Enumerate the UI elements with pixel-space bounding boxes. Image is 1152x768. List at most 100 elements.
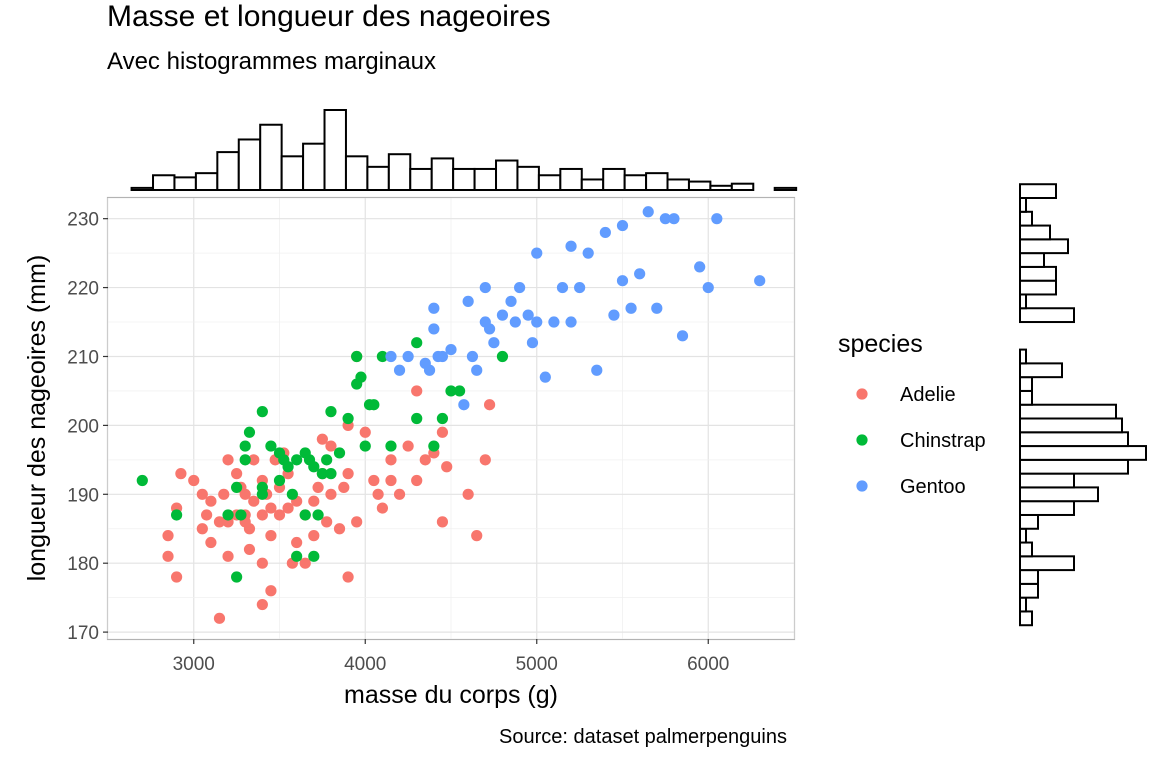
y-hist-bar xyxy=(1019,197,1027,213)
y-hist-bar xyxy=(1019,348,1027,365)
point-chinstrap xyxy=(291,454,303,466)
point-adelie xyxy=(222,454,234,466)
point-gentoo xyxy=(458,399,470,411)
y-hist-bar xyxy=(1019,389,1033,406)
point-chinstrap xyxy=(355,371,367,383)
point-chinstrap xyxy=(342,412,354,425)
point-adelie xyxy=(385,454,397,466)
x-hist-bar xyxy=(687,180,712,192)
point-adelie xyxy=(321,516,333,528)
point-gentoo xyxy=(702,281,714,294)
chart-title: Masse et longueur des nageoires xyxy=(107,0,551,33)
y-tick-label: 180 xyxy=(67,554,99,575)
point-adelie xyxy=(402,440,414,452)
point-chinstrap xyxy=(265,440,277,452)
point-adelie xyxy=(342,468,354,480)
x-hist-bar xyxy=(409,167,433,192)
y-marginal-histogram xyxy=(1019,183,1147,627)
series-gentoo xyxy=(385,206,766,411)
point-gentoo xyxy=(428,323,440,335)
x-hist-bar xyxy=(387,153,412,191)
point-adelie xyxy=(218,488,230,500)
point-chinstrap xyxy=(308,461,320,473)
point-chinstrap xyxy=(496,350,509,363)
point-chinstrap xyxy=(171,509,183,521)
point-gentoo xyxy=(591,364,603,376)
y-hist-bar xyxy=(1019,596,1027,613)
point-gentoo xyxy=(565,316,577,328)
point-chinstrap xyxy=(445,385,457,397)
point-gentoo xyxy=(676,330,689,342)
point-chinstrap xyxy=(273,474,286,487)
y-hist-bar xyxy=(1019,458,1129,475)
y-hist-bar xyxy=(1019,513,1039,530)
point-chinstrap xyxy=(376,350,388,363)
x-hist-bar xyxy=(773,186,798,191)
point-gentoo xyxy=(531,316,543,328)
x-hist-bar xyxy=(430,157,455,191)
y-hist-bar xyxy=(1019,210,1033,227)
point-adelie xyxy=(162,550,174,562)
point-adelie xyxy=(213,612,226,624)
point-adelie xyxy=(325,488,337,500)
point-adelie xyxy=(333,523,346,535)
point-adelie xyxy=(175,468,187,480)
x-hist-bar xyxy=(259,123,283,191)
point-adelie xyxy=(171,571,183,583)
x-hist-bar xyxy=(516,165,540,191)
series-adelie xyxy=(162,350,496,624)
y-hist-bar xyxy=(1019,238,1069,255)
point-adelie xyxy=(462,488,474,500)
point-adelie xyxy=(351,516,363,528)
point-adelie xyxy=(308,495,320,507)
point-adelie xyxy=(436,516,449,528)
x-hist-bar xyxy=(323,109,347,191)
x-hist-bar xyxy=(666,178,690,191)
point-chinstrap xyxy=(239,440,251,452)
point-adelie xyxy=(282,502,294,514)
point-chinstrap xyxy=(282,461,294,473)
point-gentoo xyxy=(565,240,577,252)
point-chinstrap xyxy=(312,509,324,521)
y-hist-bar xyxy=(1019,472,1075,489)
point-adelie xyxy=(256,598,268,611)
point-gentoo xyxy=(385,350,397,363)
point-adelie xyxy=(359,426,371,438)
point-adelie xyxy=(256,557,268,569)
x-hist-bar xyxy=(709,184,733,192)
legend-title: species xyxy=(838,330,923,358)
y-hist-bar xyxy=(1019,555,1075,572)
point-adelie xyxy=(205,495,217,507)
point-gentoo xyxy=(642,206,654,218)
point-gentoo xyxy=(711,213,723,225)
x-hist-bar xyxy=(173,176,197,192)
point-chinstrap xyxy=(453,385,466,397)
legend-key-gentoo xyxy=(856,480,868,492)
x-hist-bar xyxy=(194,172,219,192)
legend-label-adelie: Adelie xyxy=(900,384,956,406)
point-chinstrap xyxy=(428,440,440,452)
point-gentoo xyxy=(445,343,457,356)
point-adelie xyxy=(411,385,423,397)
y-hist-bar xyxy=(1019,610,1033,627)
point-adelie xyxy=(436,426,449,438)
point-gentoo xyxy=(522,309,534,321)
point-gentoo xyxy=(659,213,671,225)
point-gentoo xyxy=(471,364,483,376)
chart-subtitle: Avec histogrammes marginaux xyxy=(107,48,436,75)
point-chinstrap xyxy=(222,509,234,521)
point-chinstrap xyxy=(235,509,247,521)
legend-label-chinstrap: Chinstrap xyxy=(900,430,986,452)
point-adelie xyxy=(342,571,354,583)
point-chinstrap xyxy=(256,406,268,418)
point-gentoo xyxy=(531,247,543,259)
y-hist-bar xyxy=(1019,445,1147,461)
point-adelie xyxy=(196,523,208,535)
point-chinstrap xyxy=(291,550,303,562)
point-adelie xyxy=(291,536,303,549)
x-hist-bar xyxy=(237,138,262,191)
x-axis: 3000 4000 5000 6000 xyxy=(173,639,729,675)
y-axis-title: longueur des nageoires (mm) xyxy=(23,255,51,582)
point-gentoo xyxy=(616,219,629,232)
